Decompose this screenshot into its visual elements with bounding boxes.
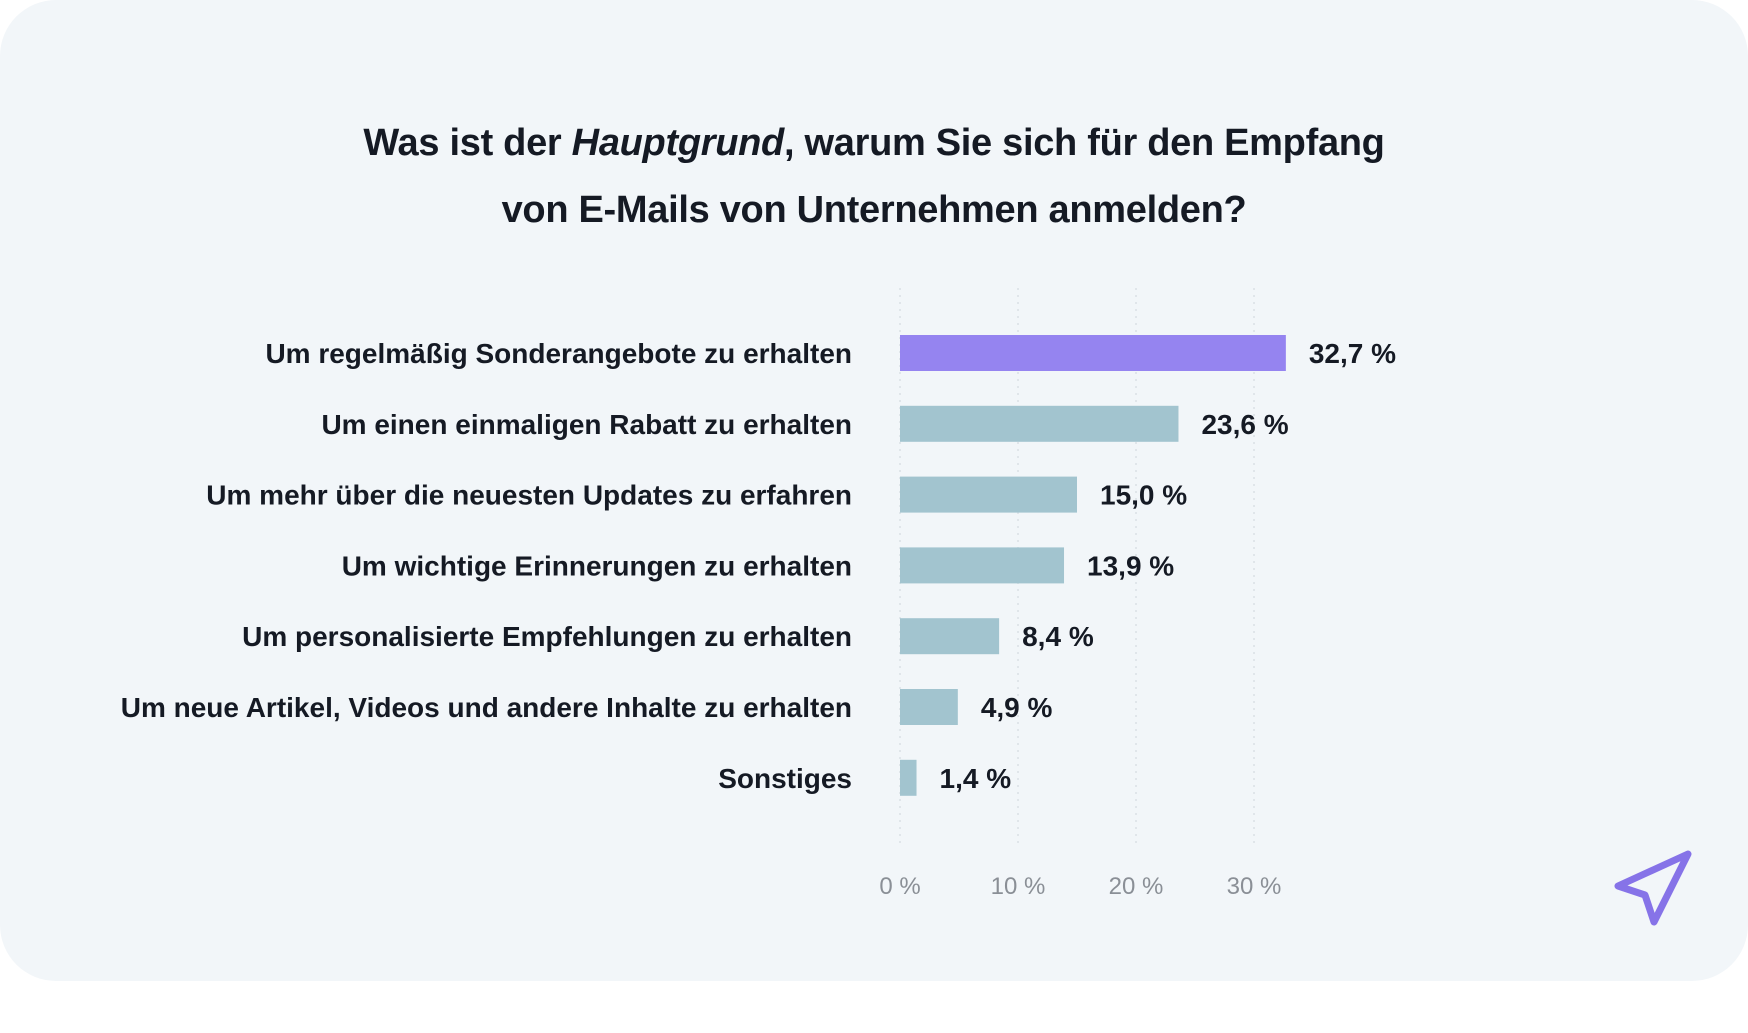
chart-card: Was ist der Hauptgrund, warum Sie sich f… xyxy=(0,0,1748,981)
title-prefix: Was ist der xyxy=(363,122,572,164)
category-label: Um regelmäßig Sonderangebote zu erhalten xyxy=(265,338,852,369)
value-label: 1,4 % xyxy=(940,763,1012,794)
paper-plane-icon xyxy=(1614,850,1692,926)
x-tick-label: 20 % xyxy=(1109,873,1164,900)
chart-title: Was ist der Hauptgrund, warum Sie sich f… xyxy=(0,110,1748,244)
bar xyxy=(900,405,1179,442)
value-label: 4,9 % xyxy=(981,692,1053,723)
bar xyxy=(900,618,1000,655)
value-label: 32,7 % xyxy=(1309,338,1396,369)
category-label: Um personalisierte Empfehlungen zu erhal… xyxy=(242,621,852,652)
x-tick-label: 10 % xyxy=(991,873,1046,900)
bar-chart: 0 % 10 % 20 % 30 % Um regelmäßig Sonderangeb… xyxy=(121,288,1396,900)
value-label: 15,0 % xyxy=(1100,480,1187,511)
title-emphasis: Hauptgrund xyxy=(571,122,785,164)
category-label: Um wichtige Erinnerungen zu erhalten xyxy=(342,550,852,581)
bar xyxy=(900,547,1065,584)
value-label: 23,6 % xyxy=(1201,409,1288,440)
x-tick-label: 0 % xyxy=(879,873,920,900)
x-tick-label: 30 % xyxy=(1227,873,1282,900)
category-label: Um einen einmaligen Rabatt zu erhalten xyxy=(321,409,852,440)
title-line2: von E-Mails von Unternehmen anmelden? xyxy=(501,189,1247,231)
bar xyxy=(900,759,917,796)
category-label: Um neue Artikel, Videos und andere Inhal… xyxy=(121,692,852,723)
bar xyxy=(900,335,1286,371)
bar xyxy=(900,689,958,725)
value-label: 8,4 % xyxy=(1022,621,1094,652)
category-label: Um mehr über die neuesten Updates zu erf… xyxy=(206,480,852,511)
category-label: Sonstiges xyxy=(718,763,852,794)
bar xyxy=(900,476,1077,513)
title-line1-rest: , warum Sie sich für den Empfang xyxy=(783,122,1385,164)
value-label: 13,9 % xyxy=(1087,550,1174,581)
